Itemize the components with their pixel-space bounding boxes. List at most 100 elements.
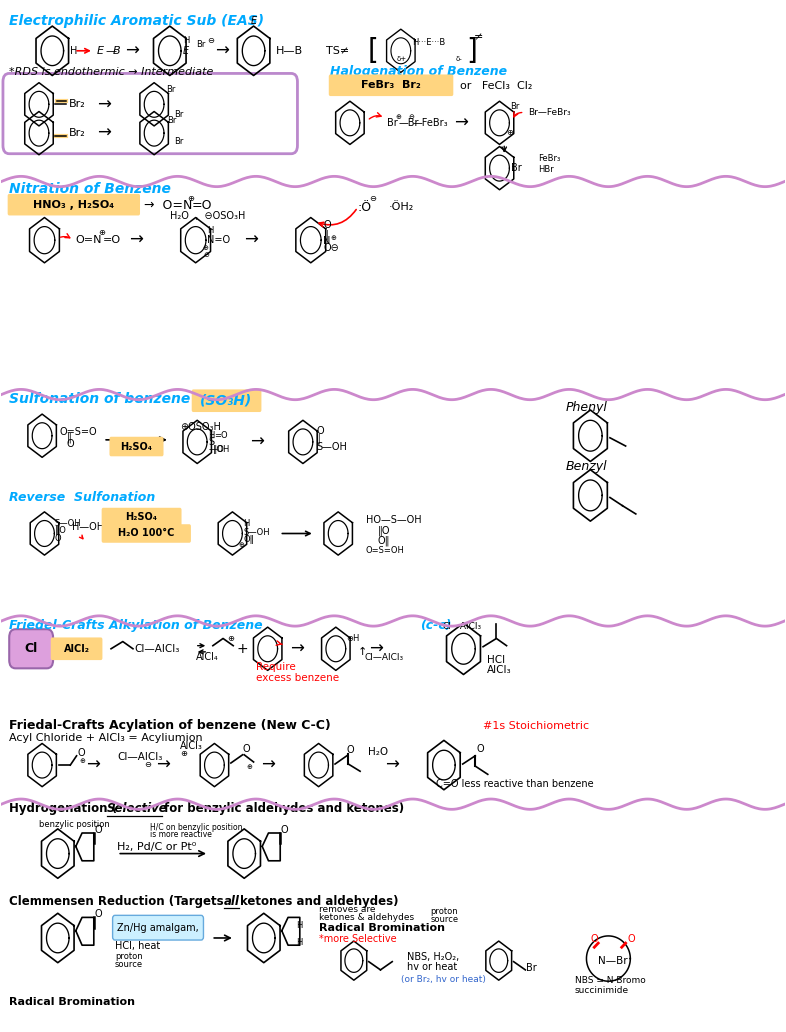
Text: δ-: δ- — [456, 56, 462, 62]
Text: *more Selective: *more Selective — [318, 934, 396, 944]
Text: HBr: HBr — [538, 165, 553, 174]
Text: Cl—AlCl₃: Cl—AlCl₃ — [443, 622, 482, 632]
Text: (or Br₂, hv or heat): (or Br₂, hv or heat) — [401, 974, 486, 983]
Text: ⊕: ⊕ — [98, 228, 105, 237]
Text: ⊕: ⊕ — [227, 634, 234, 643]
Text: :Ö: :Ö — [358, 201, 372, 214]
Text: HCl: HCl — [487, 655, 505, 666]
FancyBboxPatch shape — [101, 524, 191, 543]
Text: H₂O: H₂O — [368, 747, 388, 756]
Text: ⊖: ⊖ — [409, 114, 414, 120]
Text: ⊕: ⊕ — [330, 235, 336, 241]
Text: Require: Require — [256, 663, 296, 673]
Text: ketones & aldehydes: ketones & aldehydes — [318, 913, 413, 923]
Text: is more reactive: is more reactive — [150, 830, 212, 839]
Text: [: [ — [368, 37, 379, 65]
Text: benzylic position: benzylic position — [39, 819, 110, 829]
Text: —Br: —Br — [399, 118, 419, 128]
Text: O: O — [77, 748, 85, 757]
Text: O: O — [347, 745, 354, 754]
Text: Clemmensen Reduction (Targets: Clemmensen Reduction (Targets — [9, 895, 228, 908]
Text: =O: =O — [215, 430, 228, 440]
Text: ⊕: ⊕ — [239, 542, 244, 548]
Text: —: — — [105, 45, 116, 56]
Text: →: → — [156, 756, 171, 774]
Text: →: → — [97, 124, 111, 142]
Text: ⊖: ⊖ — [145, 761, 152, 769]
Text: O: O — [66, 439, 74, 449]
Text: ⊕: ⊕ — [505, 128, 512, 137]
Text: ⊕H: ⊕H — [346, 634, 359, 643]
Text: N: N — [323, 236, 331, 247]
Text: H₂, Pd/C or Pt⁰: H₂, Pd/C or Pt⁰ — [117, 842, 196, 852]
Text: NBS, H₂O₂,: NBS, H₂O₂, — [407, 952, 459, 962]
Text: TS≠: TS≠ — [326, 45, 350, 56]
Text: H—B: H—B — [276, 45, 303, 56]
FancyBboxPatch shape — [112, 915, 204, 940]
Text: O: O — [316, 425, 324, 436]
Text: →: → — [369, 640, 384, 657]
Text: Acyl Chloride + AlCl₃ = Acyliumion: Acyl Chloride + AlCl₃ = Acyliumion — [9, 734, 203, 743]
Text: AlCl₄: AlCl₄ — [196, 652, 219, 663]
Text: →: → — [97, 95, 111, 114]
Text: ⊕: ⊕ — [202, 246, 208, 252]
Text: O: O — [281, 825, 288, 835]
Text: *RDS is endothermic → Intermediate: *RDS is endothermic → Intermediate — [9, 67, 214, 77]
Text: Phenyl: Phenyl — [565, 401, 607, 414]
Text: Br—FeBr₃: Br—FeBr₃ — [527, 107, 571, 117]
Text: AlCl₃: AlCl₃ — [487, 666, 512, 676]
Text: O: O — [476, 744, 483, 753]
Text: →: → — [129, 231, 143, 249]
Text: H/C on benzylic position: H/C on benzylic position — [150, 823, 243, 832]
Text: O: O — [94, 909, 102, 920]
Text: O‖: O‖ — [377, 536, 390, 546]
Text: ⊕: ⊕ — [187, 194, 194, 203]
Text: ‖O: ‖O — [55, 526, 65, 536]
Text: Nitration of Benzene: Nitration of Benzene — [9, 182, 171, 196]
Text: =O: =O — [192, 199, 212, 212]
Text: Benzyl: Benzyl — [565, 459, 607, 473]
Text: hv or heat: hv or heat — [407, 962, 457, 972]
Text: HNO₃ , H₂SO₄: HNO₃ , H₂SO₄ — [33, 199, 115, 209]
Text: ≠: ≠ — [474, 32, 483, 42]
Text: S—OH: S—OH — [244, 527, 270, 537]
Text: H···E···B: H···E···B — [412, 38, 445, 47]
Text: ⊖: ⊖ — [204, 252, 209, 258]
Text: excess benzene: excess benzene — [256, 673, 339, 683]
Text: B: B — [112, 45, 120, 56]
Text: H₂O  ,  ⊖OSO₃H: H₂O , ⊖OSO₃H — [170, 212, 245, 222]
Text: ⊕: ⊕ — [79, 759, 86, 764]
Text: HCl, heat: HCl, heat — [115, 941, 160, 952]
Text: Br₂: Br₂ — [68, 99, 86, 109]
Text: O⊖: O⊖ — [323, 244, 339, 254]
Text: proton: proton — [431, 907, 458, 916]
Text: Hydrogenation (: Hydrogenation ( — [9, 803, 117, 815]
Text: Reverse  Sulfonation: Reverse Sulfonation — [9, 490, 156, 504]
Text: Friedal-Crafts Acylation of benzene (New C-C): Friedal-Crafts Acylation of benzene (New… — [9, 719, 331, 732]
Text: (SO₃H): (SO₃H) — [200, 394, 252, 408]
Text: ·ÖH₂: ·ÖH₂ — [389, 202, 414, 213]
Text: Br: Br — [526, 963, 537, 973]
Text: →: → — [262, 756, 275, 774]
Text: Br: Br — [174, 137, 183, 147]
Text: →: → — [385, 756, 399, 774]
Text: Cl—AlCl₃: Cl—AlCl₃ — [117, 752, 163, 762]
Text: Radical Bromination: Radical Bromination — [9, 997, 135, 1007]
Text: E: E — [97, 45, 104, 56]
Text: Br: Br — [510, 102, 520, 111]
Text: H₂SO₄: H₂SO₄ — [120, 442, 152, 452]
Text: source: source — [115, 960, 143, 969]
Text: S: S — [208, 437, 215, 447]
Text: Br: Br — [387, 118, 398, 128]
Text: ⊕: ⊕ — [395, 114, 401, 120]
Text: ‖: ‖ — [323, 229, 329, 239]
Text: H: H — [244, 519, 250, 528]
Text: E: E — [251, 17, 257, 26]
Text: ⊖: ⊖ — [369, 194, 376, 203]
Text: proton: proton — [115, 952, 142, 961]
Text: ↑: ↑ — [358, 647, 367, 657]
FancyBboxPatch shape — [192, 389, 262, 412]
Text: H: H — [183, 35, 189, 44]
FancyBboxPatch shape — [9, 630, 53, 669]
Text: →: → — [251, 432, 264, 451]
